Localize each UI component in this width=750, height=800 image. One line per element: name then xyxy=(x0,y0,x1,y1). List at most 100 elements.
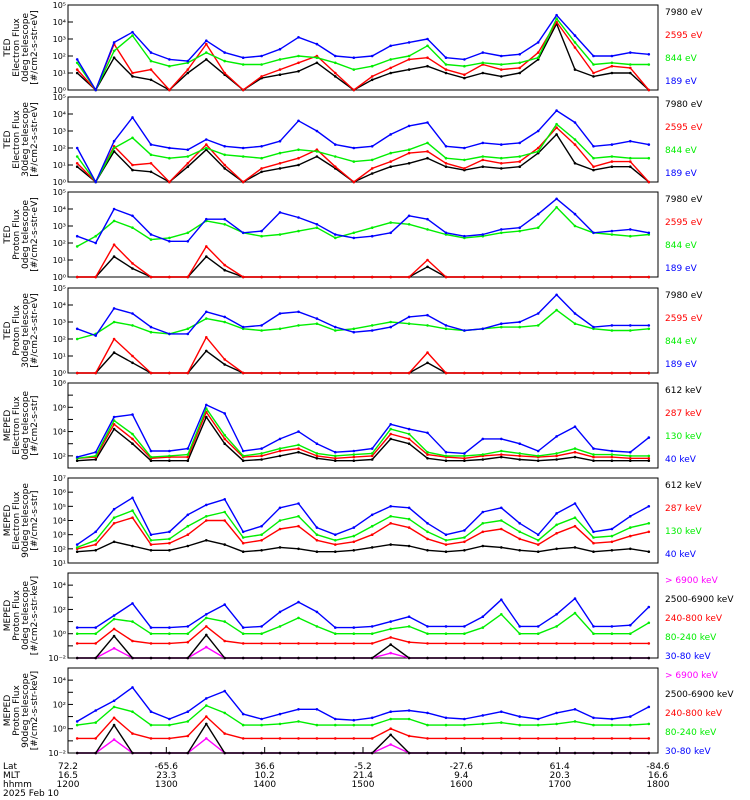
data-point xyxy=(205,317,208,320)
data-point xyxy=(555,17,558,20)
data-point xyxy=(555,711,558,715)
data-point xyxy=(370,226,374,229)
data-point xyxy=(407,544,411,548)
data-point xyxy=(260,170,263,174)
data-point xyxy=(463,64,466,68)
data-point xyxy=(592,632,595,635)
data-point xyxy=(112,516,116,519)
legend-entry: 189 eV xyxy=(665,264,698,274)
data-point xyxy=(518,275,521,279)
data-point xyxy=(278,625,282,628)
data-point xyxy=(149,549,153,552)
data-point xyxy=(260,454,263,458)
data-point xyxy=(315,457,319,460)
data-point xyxy=(426,457,429,460)
data-point xyxy=(75,626,79,629)
y-axis-label-line: 0deg telescope xyxy=(21,391,31,461)
y-axis-label-line: Proton Flux xyxy=(12,305,22,356)
data-point xyxy=(315,539,319,542)
data-point xyxy=(186,544,190,548)
legend-entry: 612 keV xyxy=(665,481,702,491)
y-axis-label-line: Electron Flux xyxy=(12,491,22,550)
data-point xyxy=(629,71,632,75)
data-point xyxy=(536,324,540,327)
y-axis-label-line: TED xyxy=(3,321,13,340)
data-point xyxy=(555,206,558,209)
data-point xyxy=(647,63,651,66)
flux-panel-7: 10⁻² 10⁰ 10² 10⁴ MEPED Proton Flux 0deg telesc… xyxy=(3,572,734,663)
data-point xyxy=(647,751,651,755)
data-point xyxy=(205,515,208,518)
data-point xyxy=(278,722,282,726)
data-point xyxy=(75,720,79,723)
data-point xyxy=(370,513,374,517)
data-point xyxy=(168,737,171,740)
data-point xyxy=(426,530,429,534)
data-point xyxy=(205,625,208,628)
data-point xyxy=(297,119,300,123)
data-point xyxy=(389,437,393,441)
data-point xyxy=(481,437,485,441)
data-point xyxy=(315,226,319,229)
data-point xyxy=(407,442,411,446)
data-point xyxy=(481,522,485,525)
data-point xyxy=(536,371,540,375)
data-point xyxy=(223,732,226,735)
y-axis-label-line: Proton Flux xyxy=(12,685,22,736)
data-point xyxy=(555,109,558,112)
data-point xyxy=(186,524,190,528)
data-point xyxy=(463,737,466,740)
data-point xyxy=(481,371,485,375)
data-point xyxy=(223,412,226,415)
data-point xyxy=(168,656,171,660)
data-point xyxy=(610,549,614,552)
data-point xyxy=(629,642,632,645)
series-line xyxy=(77,715,649,740)
data-point xyxy=(407,517,411,521)
data-point xyxy=(168,723,171,727)
data-point xyxy=(131,163,134,167)
data-point xyxy=(518,155,521,158)
data-point xyxy=(131,413,134,416)
data-point xyxy=(610,233,614,236)
data-point xyxy=(536,533,540,536)
legend-entry: 287 keV xyxy=(665,504,702,514)
data-point xyxy=(260,524,263,528)
data-point xyxy=(610,534,614,538)
data-point xyxy=(573,143,577,146)
data-point xyxy=(573,447,577,450)
data-point xyxy=(518,71,521,75)
data-point xyxy=(407,223,411,226)
data-point xyxy=(149,233,153,236)
data-point xyxy=(315,317,319,320)
data-point xyxy=(536,56,540,59)
x-tick-label-mlt: 10.2 xyxy=(255,771,275,781)
data-point xyxy=(610,459,614,463)
data-point xyxy=(131,136,134,140)
data-point xyxy=(260,229,263,233)
data-point xyxy=(629,623,632,627)
legend-entry: 80-240 keV xyxy=(665,633,717,643)
data-point xyxy=(334,233,337,236)
data-point xyxy=(444,625,448,628)
data-point xyxy=(610,155,614,158)
data-point xyxy=(241,712,245,716)
series-line xyxy=(76,17,649,91)
data-point xyxy=(278,449,282,453)
data-point xyxy=(241,371,245,375)
data-point xyxy=(629,454,632,458)
data-point xyxy=(592,541,595,545)
y-axis-label-line: TED xyxy=(3,38,13,57)
series-line xyxy=(76,686,650,723)
data-point xyxy=(592,455,595,459)
data-point xyxy=(205,645,208,649)
legend-entry: 2500-6900 keV xyxy=(665,690,734,700)
flux-panel-1: 10⁰ 10¹ 10² 10³ 10⁴ 10⁵ TED Electron Flux 0deg t… xyxy=(3,1,703,95)
y-tick-label: 10² xyxy=(53,239,66,248)
data-point xyxy=(352,56,356,59)
data-point xyxy=(168,717,171,721)
data-point xyxy=(297,656,300,660)
data-point xyxy=(444,145,448,148)
data-point xyxy=(500,68,503,71)
data-point xyxy=(131,214,134,218)
